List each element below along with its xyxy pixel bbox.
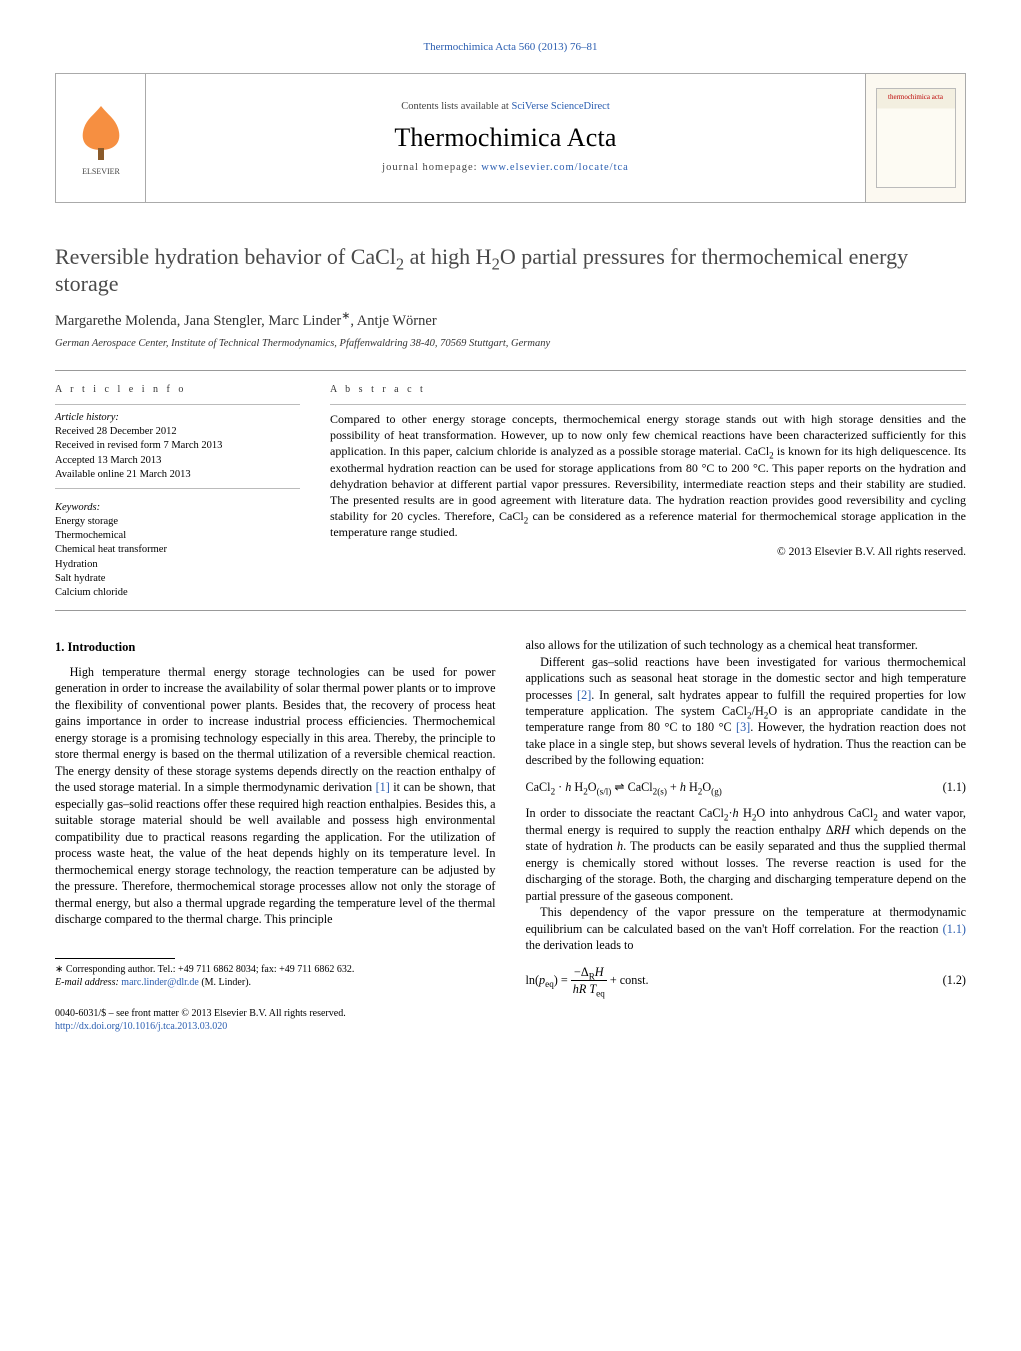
footnote-separator — [55, 958, 175, 959]
affiliation: German Aerospace Center, Institute of Te… — [55, 337, 966, 351]
author-list: Margarethe Molenda, Jana Stengler, Marc … — [55, 312, 966, 332]
history-line: Received in revised form 7 March 2013 — [55, 439, 300, 453]
section-title-1: 1. Introduction — [55, 639, 496, 656]
footnote-line-1: Corresponding author. Tel.: +49 711 6862… — [63, 964, 354, 975]
front-matter-block: 0040-6031/$ – see front matter © 2013 El… — [55, 1007, 496, 1033]
article-info-column: A R T I C L E I N F O Article history: R… — [55, 383, 300, 601]
journal-homepage-line: journal homepage: www.elsevier.com/locat… — [382, 161, 629, 175]
cover-thumb-title: thermochimica acta — [888, 93, 943, 102]
publisher-logo-box: ELSEVIER — [56, 74, 146, 202]
keywords-label: Keywords: — [55, 501, 300, 515]
abstract-column: A B S T R A C T Compared to other energy… — [330, 383, 966, 601]
keyword: Salt hydrate — [55, 572, 300, 586]
keyword: Calcium chloride — [55, 586, 300, 600]
para-2: Different gas–solid reactions have been … — [526, 654, 967, 769]
article-info-head: A R T I C L E I N F O — [55, 383, 300, 397]
footnote-email-link[interactable]: marc.linder@dlr.de — [121, 977, 199, 988]
front-matter-line: 0040-6031/$ – see front matter © 2013 El… — [55, 1007, 496, 1020]
doi-link[interactable]: http://dx.doi.org/10.1016/j.tca.2013.03.… — [55, 1021, 227, 1032]
sciencedirect-link[interactable]: SciVerse ScienceDirect — [511, 101, 609, 112]
article-title: Reversible hydration behavior of CaCl2 a… — [55, 243, 966, 298]
contents-lists-line: Contents lists available at SciVerse Sci… — [401, 100, 609, 114]
history-line: Available online 21 March 2013 — [55, 468, 300, 482]
journal-name: Thermochimica Acta — [394, 120, 616, 155]
equation-1-1: CaCl2 · h H2O(s/l) ⇌ CaCl2(s) + h H2O(g)… — [526, 779, 967, 795]
info-rule-2 — [55, 488, 300, 489]
para-1: High temperature thermal energy storage … — [55, 664, 496, 928]
history-label: Article history: — [55, 411, 300, 425]
footnote-email-label: E-mail address: — [55, 977, 121, 988]
equation-1-1-number: (1.1) — [943, 779, 966, 795]
para-4: This dependency of the vapor pressure on… — [526, 904, 967, 953]
keyword: Hydration — [55, 558, 300, 572]
keyword: Thermochemical — [55, 529, 300, 543]
history-line: Received 28 December 2012 — [55, 425, 300, 439]
abstract-copyright: © 2013 Elsevier B.V. All rights reserved… — [330, 545, 966, 561]
para-1b: also allows for the utilization of such … — [526, 637, 967, 653]
abstract-text: Compared to other energy storage concept… — [330, 411, 966, 541]
rule-below-abstract — [55, 610, 966, 611]
equation-1-2: ln(peq) = −ΔRHhR Teq + const. (1.2) — [526, 964, 967, 998]
journal-cover-thumb: thermochimica acta — [876, 88, 956, 188]
keyword: Energy storage — [55, 515, 300, 529]
rule-above-abstract — [55, 370, 966, 371]
keyword: Chemical heat transformer — [55, 543, 300, 557]
contents-prefix: Contents lists available at — [401, 101, 511, 112]
para-3: In order to dissociate the reactant CaCl… — [526, 805, 967, 904]
journal-homepage-link[interactable]: www.elsevier.com/locate/tca — [481, 162, 629, 173]
body-columns: 1. Introduction High temperature thermal… — [55, 637, 966, 1032]
abstract-rule — [330, 404, 966, 405]
equation-1-1-body: CaCl2 · h H2O(s/l) ⇌ CaCl2(s) + h H2O(g) — [526, 779, 722, 795]
corresponding-author-footnote: ∗ Corresponding author. Tel.: +49 711 68… — [55, 963, 496, 989]
journal-cover-box: thermochimica acta — [865, 74, 965, 202]
equation-1-2-number: (1.2) — [943, 972, 966, 988]
homepage-prefix: journal homepage: — [382, 162, 481, 173]
masthead-center: Contents lists available at SciVerse Sci… — [146, 74, 865, 202]
history-line: Accepted 13 March 2013 — [55, 454, 300, 468]
elsevier-tree-logo: ELSEVIER — [71, 98, 131, 178]
equation-1-2-body: ln(peq) = −ΔRHhR Teq + const. — [526, 964, 649, 998]
history-list: Received 28 December 2012Received in rev… — [55, 425, 300, 482]
keywords-list: Energy storageThermochemicalChemical hea… — [55, 515, 300, 600]
svg-text:ELSEVIER: ELSEVIER — [82, 167, 120, 176]
journal-masthead: ELSEVIER Contents lists available at Sci… — [55, 73, 966, 203]
running-head: Thermochimica Acta 560 (2013) 76–81 — [55, 40, 966, 55]
info-rule — [55, 404, 300, 405]
abstract-head: A B S T R A C T — [330, 383, 966, 397]
footnote-email-tail: (M. Linder). — [199, 977, 251, 988]
